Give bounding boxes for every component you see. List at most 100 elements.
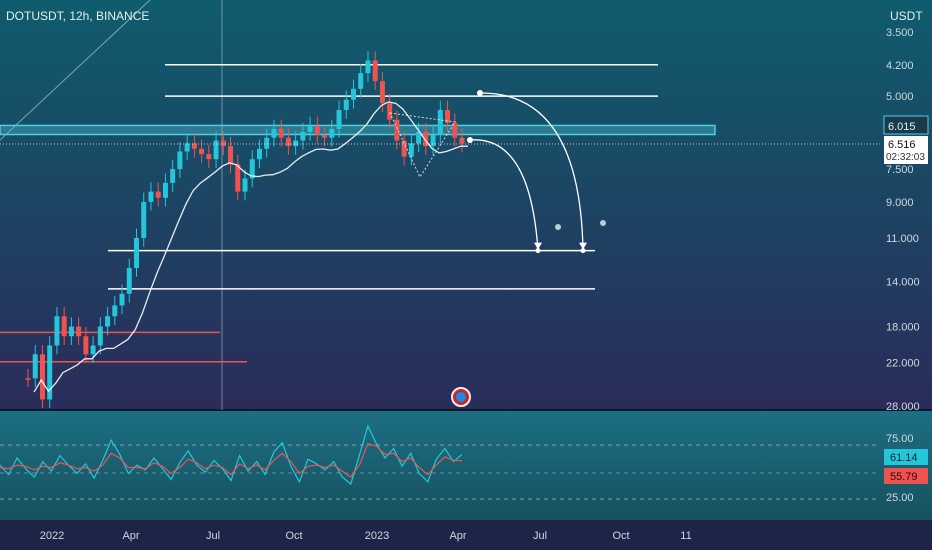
candle-body — [329, 128, 335, 138]
candle-body — [459, 137, 465, 144]
price-axis[interactable]: 3.500 4.200 5.000 7.500 9.000 11.000 14.000 18.… — [886, 27, 920, 504]
candle-body — [343, 99, 349, 110]
rsi-ma-line — [0, 443, 463, 478]
rsi-tick: 75.00 — [886, 433, 914, 445]
rsi-tick: 25.00 — [886, 492, 914, 504]
price-tick: 3.500 — [886, 27, 914, 39]
currency-label: USDT — [890, 9, 923, 23]
price-tick: 4.200 — [886, 60, 914, 72]
candle-body — [83, 336, 89, 355]
price-tick: 11.000 — [886, 233, 919, 245]
rsi-lines — [0, 424, 463, 486]
candle-body — [408, 143, 414, 157]
candle-body — [300, 131, 306, 141]
marker-dot — [555, 224, 561, 230]
price-tick: 9.000 — [886, 197, 914, 209]
candle-body — [148, 191, 154, 202]
price-tick: 28.000 — [886, 401, 920, 413]
time-tick: 2022 — [40, 530, 64, 542]
candle-body — [322, 134, 328, 138]
arrow-anchor — [477, 90, 483, 96]
candle-body — [213, 140, 219, 160]
time-tick: Apr — [122, 530, 139, 542]
arrow-end-dot — [580, 248, 586, 254]
candle-body — [394, 119, 400, 141]
rsi-value-tag — [884, 449, 928, 465]
candle-body — [387, 103, 393, 120]
candle-body — [119, 293, 125, 306]
candle-body — [228, 146, 234, 165]
candle-body — [351, 88, 356, 100]
price-tick: 14.000 — [886, 276, 920, 288]
rsi-value-label: 61.14 — [890, 452, 918, 464]
candle-body — [437, 109, 443, 135]
marker-dot — [600, 220, 606, 226]
rsi-ma-value-label: 55.79 — [890, 471, 918, 483]
candle-body — [365, 60, 371, 74]
candle-body — [452, 122, 458, 138]
time-tick: Jul — [206, 530, 220, 542]
rsi-line — [0, 424, 463, 486]
projection-arrow[interactable] — [469, 139, 539, 251]
price-tick: 18.000 — [886, 322, 920, 334]
arrow-head — [579, 242, 587, 250]
candle-body — [199, 148, 205, 155]
candle-body — [141, 201, 147, 238]
candle-body — [285, 137, 291, 147]
candle-body — [220, 140, 226, 147]
rsi-pane-bg — [0, 410, 932, 520]
candle-body — [401, 140, 407, 157]
candle-body — [249, 159, 255, 179]
rsi-ma-value-tag — [884, 468, 928, 484]
candle-body — [184, 143, 190, 152]
candle-body — [134, 237, 139, 269]
candle-body — [32, 354, 38, 379]
current-price-tag-label: 6.516 — [888, 139, 916, 151]
candle-body — [90, 345, 96, 355]
triangle-pattern — [389, 112, 456, 179]
current-price-tag — [884, 136, 928, 164]
candle-body — [445, 109, 451, 123]
time-axis-bg — [0, 520, 932, 550]
candle-body — [39, 354, 45, 400]
zone-price-tag — [883, 115, 929, 135]
arrow-anchor — [467, 137, 473, 143]
candle-body — [430, 134, 436, 147]
support-zone — [0, 124, 716, 136]
candle-body — [278, 128, 284, 138]
countdown-label: 02:32:03 — [886, 152, 925, 163]
candle-body — [76, 326, 82, 337]
candle-body — [271, 128, 277, 138]
time-tick: 11 — [680, 530, 691, 542]
main-pane-bg — [0, 0, 932, 410]
projection-arrow[interactable] — [479, 92, 584, 251]
candle-body — [126, 268, 132, 294]
candle-body — [206, 154, 212, 160]
candle-body — [293, 140, 299, 147]
price-tick: 22.000 — [886, 358, 920, 370]
event-badge-flag-icon — [456, 392, 466, 402]
candle-body — [97, 326, 103, 346]
candle-body — [379, 81, 385, 104]
candles — [25, 51, 465, 409]
candle-body — [307, 125, 313, 132]
candle-body — [264, 137, 270, 149]
candle-body — [314, 125, 320, 135]
time-tick: 2023 — [365, 530, 389, 542]
candle-body — [358, 73, 364, 89]
candle-body — [162, 182, 168, 198]
arrow-head — [534, 242, 542, 250]
time-tick: Apr — [449, 530, 466, 542]
ma-line — [33, 101, 468, 393]
zone-rect[interactable] — [0, 124, 716, 136]
candle-body — [177, 151, 183, 170]
candle-body — [235, 164, 241, 192]
time-tick: Oct — [612, 530, 629, 542]
candle-body — [54, 316, 60, 346]
candle-body — [155, 191, 161, 198]
time-axis[interactable]: 2022 Apr Jul Oct 2023 Apr Jul Oct 11 — [40, 530, 692, 542]
candle-body — [191, 143, 197, 149]
projection-arrows — [389, 90, 606, 254]
price-tick: 5.000 — [886, 91, 914, 103]
